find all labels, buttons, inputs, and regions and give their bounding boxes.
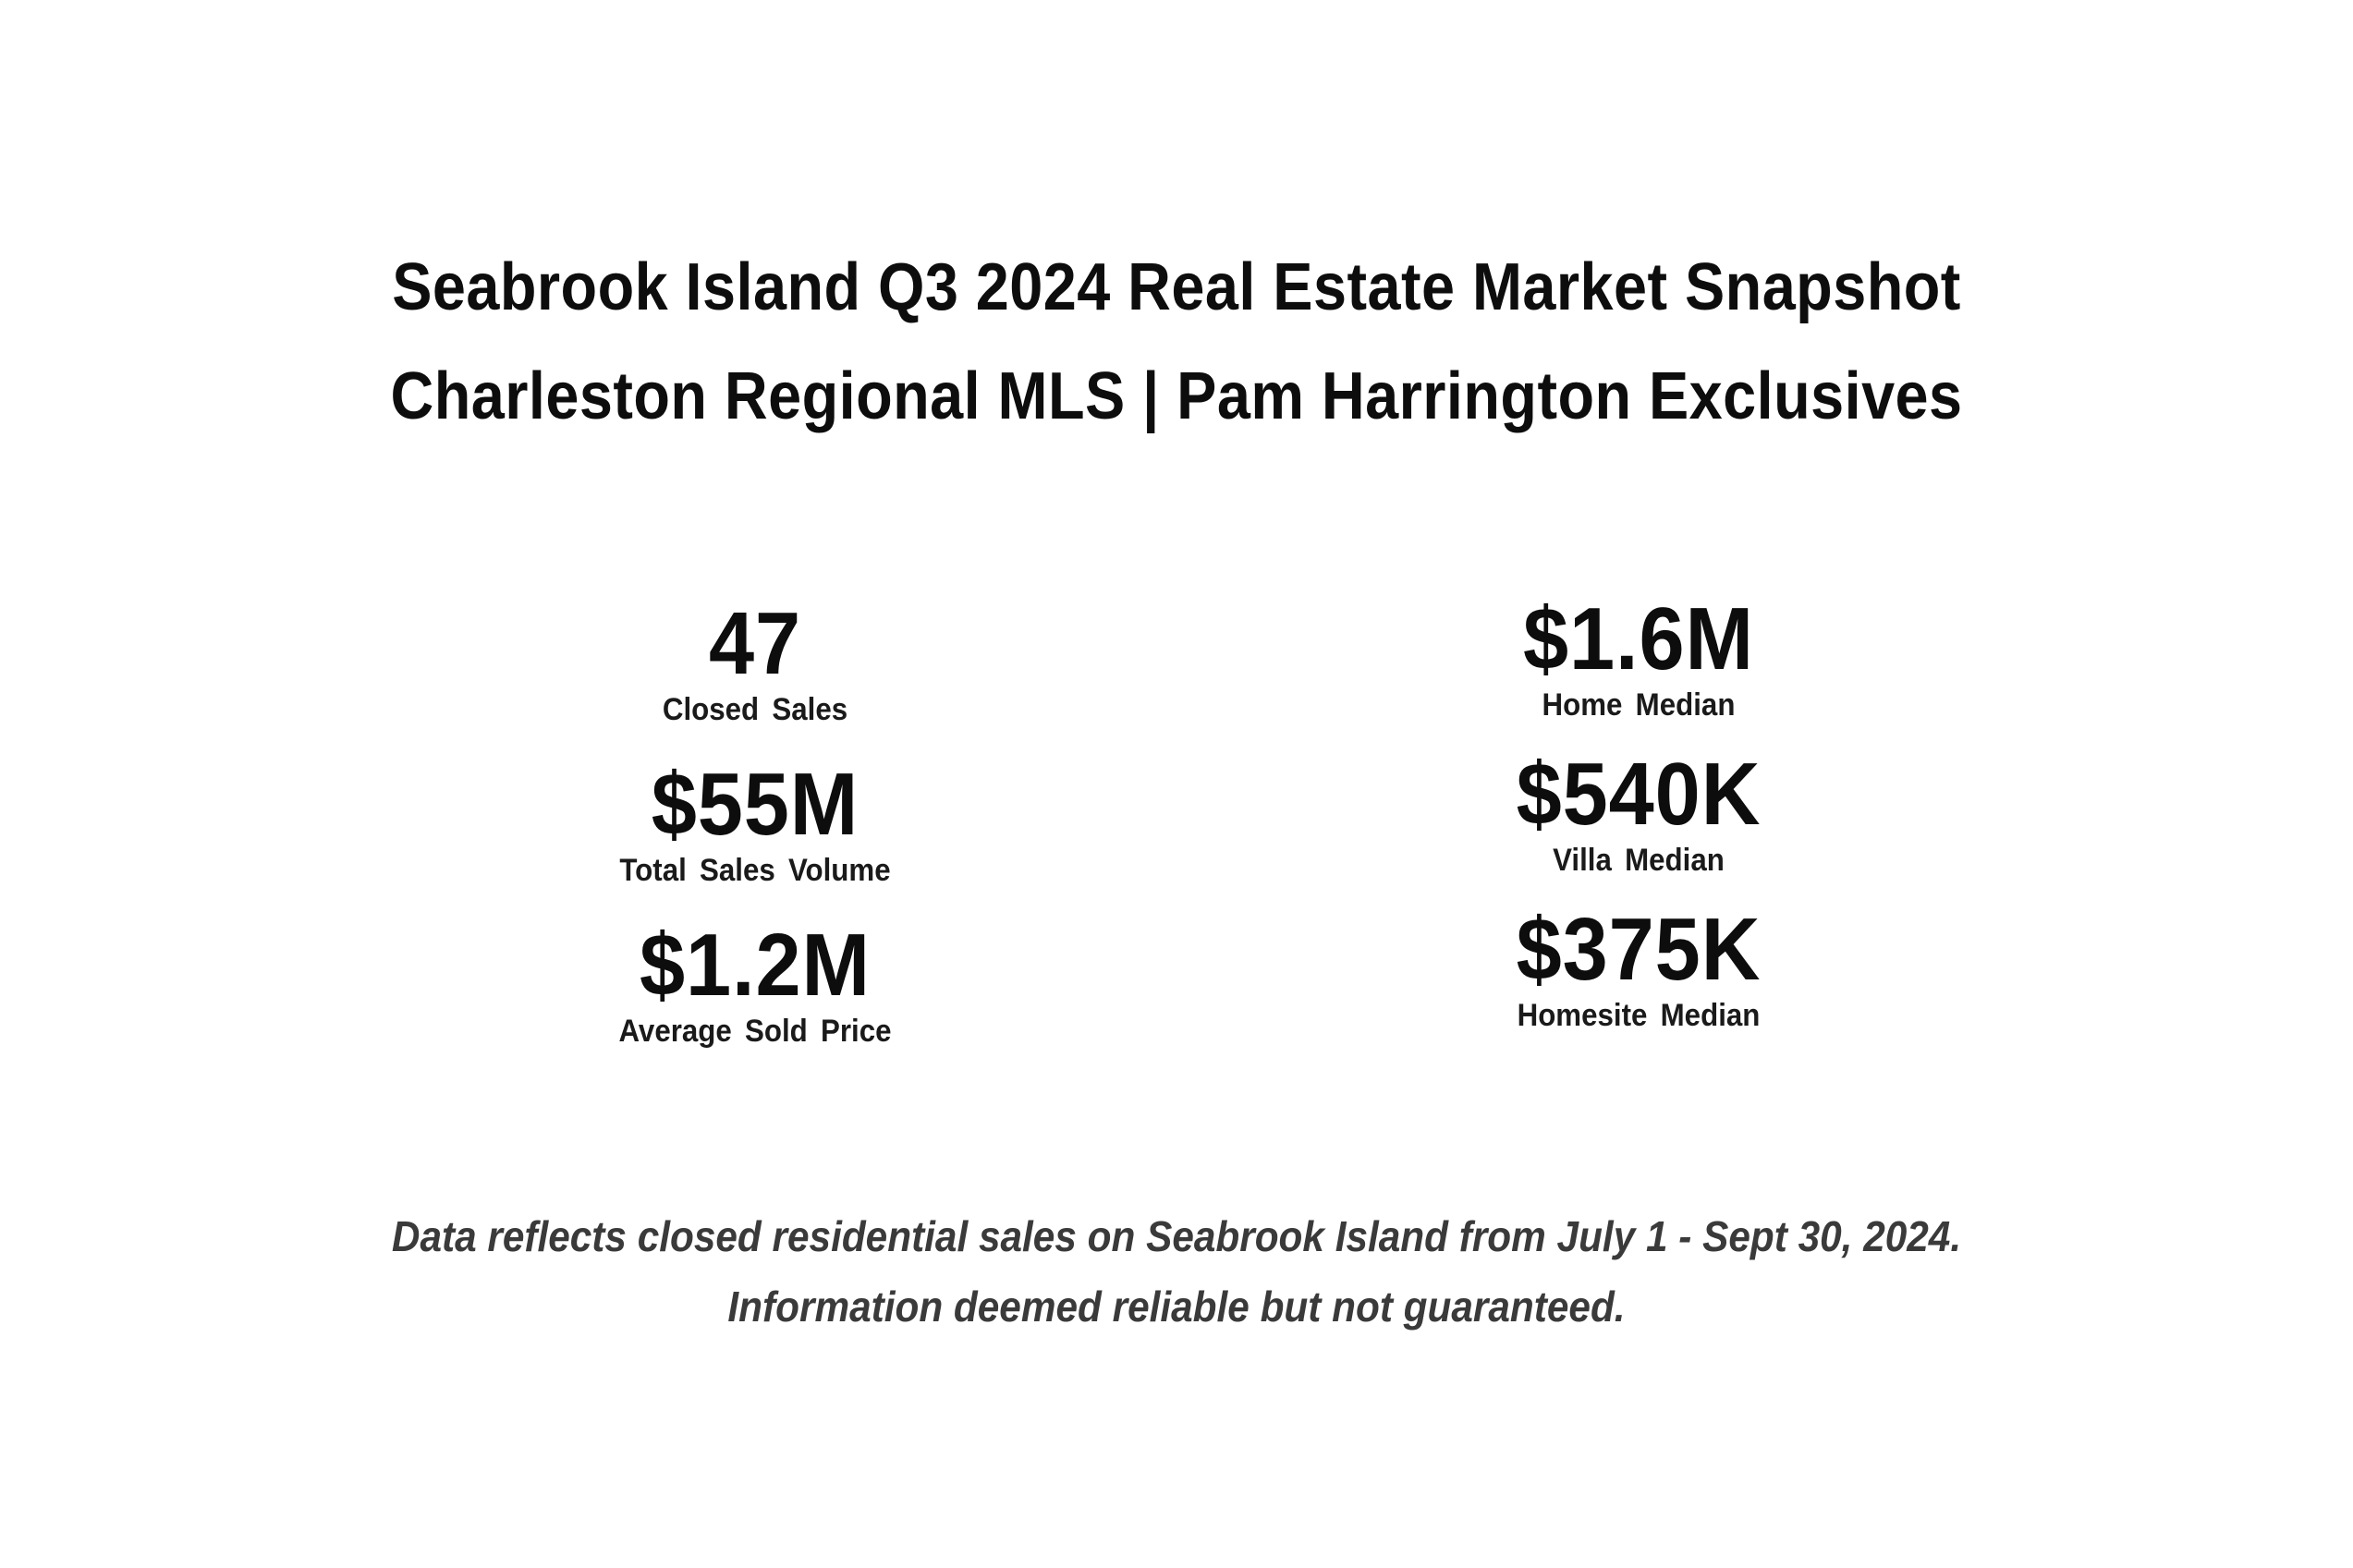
disclaimer-line-1: Data reflects closed residential sales o… (391, 1212, 1962, 1260)
stat-label: Home Median (1542, 687, 1736, 723)
stat-total-sales-volume: $55M Total Sales Volume (385, 754, 1125, 915)
stat-value: $55M (651, 755, 860, 854)
page-header: Seabrook Island Q3 2024 Real Estate Mark… (0, 233, 2353, 451)
stat-label: Average Sold Price (618, 1014, 892, 1049)
stat-home-median: $1.6M Home Median (1269, 589, 2008, 744)
stat-label: Homesite Median (1517, 998, 1761, 1033)
page-title: Seabrook Island Q3 2024 Real Estate Mark… (392, 250, 1961, 324)
page-subtitle: Charleston Regional MLS | Pam Harrington… (390, 359, 1963, 433)
stat-average-sold-price: $1.2M Average Sold Price (385, 915, 1125, 1076)
stat-value: $375K (1516, 900, 1762, 999)
disclaimer-line-2: Information deemed reliable but not guar… (727, 1282, 1626, 1331)
stat-homesite-median: $375K Homesite Median (1269, 899, 2008, 1054)
stats-column-left: 47 Closed Sales $55M Total Sales Volume … (385, 593, 1125, 1076)
disclaimer: Data reflects closed residential sales o… (0, 1201, 2353, 1342)
stat-closed-sales: 47 Closed Sales (385, 593, 1125, 754)
stats-column-right: $1.6M Home Median $540K Villa Median $37… (1269, 589, 2008, 1054)
stat-value: $1.6M (1522, 590, 1755, 688)
stat-value: $1.2M (639, 916, 872, 1015)
stat-villa-median: $540K Villa Median (1269, 744, 2008, 899)
stat-label: Villa Median (1553, 843, 1725, 878)
stat-value: 47 (708, 594, 802, 693)
stat-label: Total Sales Volume (619, 853, 891, 888)
stat-value: $540K (1516, 745, 1762, 844)
stat-label: Closed Sales (662, 692, 848, 727)
